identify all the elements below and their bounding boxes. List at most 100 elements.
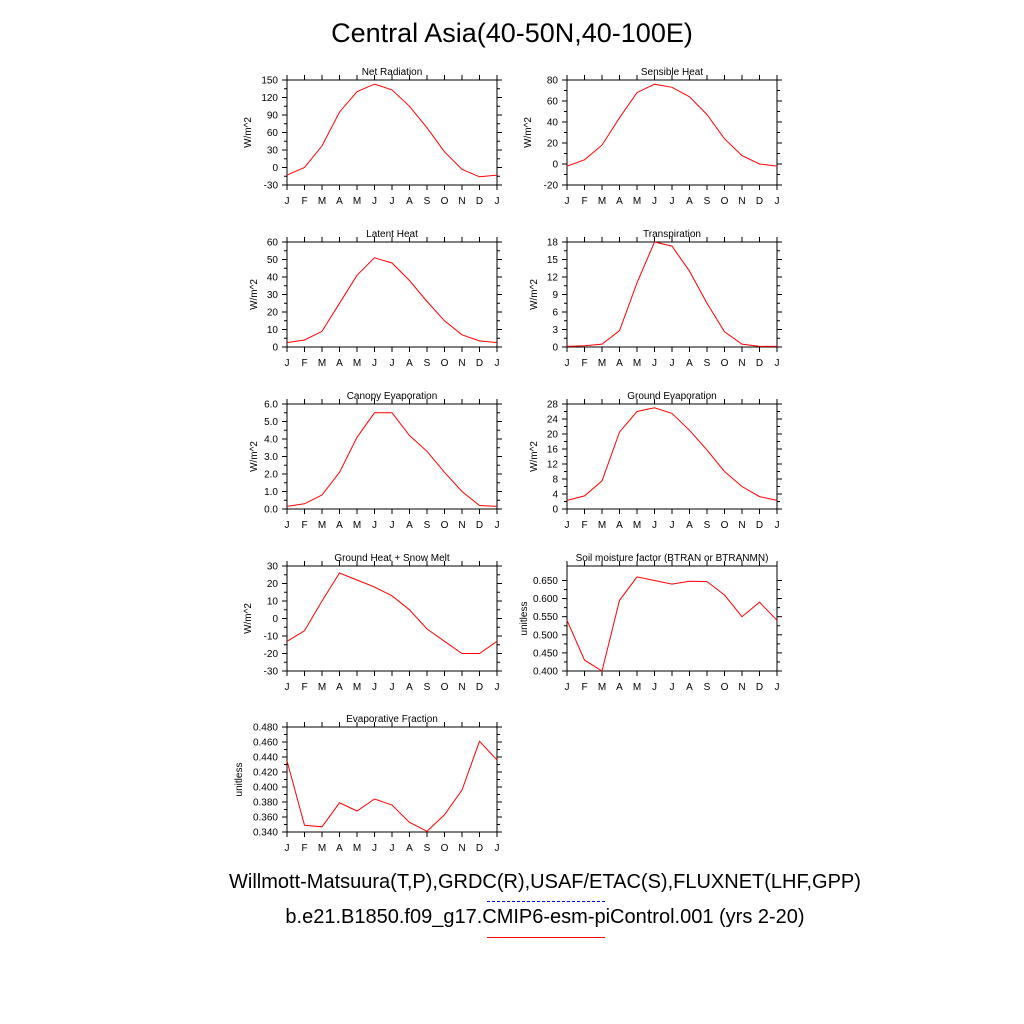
x-tick-label: J <box>285 520 290 531</box>
y-tick-label: 0.450 <box>533 648 558 659</box>
x-tick-label: M <box>353 196 361 207</box>
y-tick-label: -30 <box>264 667 279 678</box>
x-tick-label: J <box>565 682 570 693</box>
y-tick-label: 16 <box>547 445 559 456</box>
chart-panel: Soil moisture factor (BTRAN or BTRANMN) 0… <box>519 553 782 693</box>
y-tick-label: 40 <box>267 273 279 284</box>
y-tick-label: 30 <box>267 562 279 573</box>
x-tick-label: N <box>738 682 745 693</box>
x-tick-label: M <box>598 358 606 369</box>
chart-panel: Ground Heat + Snow Melt -30 -20 -10 0 10 20 30 J… <box>243 553 502 693</box>
x-tick-label: N <box>458 682 465 693</box>
series-line <box>566 83 778 167</box>
y-tick-label: 90 <box>267 111 279 122</box>
x-tick-label: J <box>775 520 780 531</box>
x-tick-label: M <box>318 843 326 854</box>
x-tick-label: J <box>652 520 657 531</box>
x-tick-label: J <box>495 358 500 369</box>
x-tick-label: J <box>652 358 657 369</box>
y-tick-label: 0.380 <box>253 798 278 809</box>
x-tick-label: O <box>441 843 449 854</box>
y-tick-label: 10 <box>267 325 279 336</box>
x-tick-label: J <box>390 682 395 693</box>
x-tick-label: J <box>670 358 675 369</box>
x-tick-label: S <box>704 682 711 693</box>
y-tick-label: 0.440 <box>253 753 278 764</box>
x-tick-label: F <box>301 682 307 693</box>
y-tick-label: 0.500 <box>533 630 558 641</box>
y-axis-label: W/m^2 <box>529 279 540 310</box>
y-tick-label: 6 <box>552 308 558 319</box>
x-tick-label: O <box>441 682 449 693</box>
y-tick-label: 0.650 <box>533 576 558 587</box>
x-tick-label: O <box>441 358 449 369</box>
model-dataset-label: b.e21.B1850.f09_g17.CMIP6-esm-piControl.… <box>285 906 805 928</box>
x-tick-label: A <box>686 682 693 693</box>
x-tick-label: M <box>353 358 361 369</box>
y-tick-label: 0.400 <box>533 667 558 678</box>
x-tick-label: J <box>372 682 377 693</box>
plot-frame <box>286 79 498 186</box>
y-tick-label: 30 <box>267 290 279 301</box>
x-tick-label: N <box>738 358 745 369</box>
x-tick-label: M <box>353 682 361 693</box>
panel-title: Evaporative Fraction <box>346 714 438 725</box>
y-tick-label: 0.550 <box>533 612 558 623</box>
x-tick-label: J <box>652 682 657 693</box>
panel-title: Sensible Heat <box>641 67 703 78</box>
y-tick-label: 60 <box>267 238 279 249</box>
x-tick-label: A <box>406 843 413 854</box>
x-tick-label: J <box>390 358 395 369</box>
y-tick-label: -20 <box>264 649 279 660</box>
series-line <box>566 576 778 672</box>
x-tick-label: M <box>318 682 326 693</box>
y-tick-label: 0.460 <box>253 738 278 749</box>
x-tick-label: A <box>336 682 343 693</box>
x-tick-label: J <box>565 196 570 207</box>
plot-frame <box>286 565 498 672</box>
x-tick-label: M <box>598 196 606 207</box>
x-tick-label: J <box>565 358 570 369</box>
panel-title: Latent Heat <box>366 229 418 240</box>
y-axis-label: unitless <box>234 763 245 797</box>
y-tick-label: 0.400 <box>253 783 278 794</box>
y-tick-label: 24 <box>547 415 559 426</box>
y-tick-label: 30 <box>267 146 279 157</box>
series-line <box>286 83 498 178</box>
x-tick-label: A <box>406 196 413 207</box>
x-tick-label: M <box>353 843 361 854</box>
y-tick-label: 10 <box>267 597 279 608</box>
x-tick-label: S <box>424 358 431 369</box>
y-tick-label: 0 <box>272 614 278 625</box>
x-tick-label: J <box>285 843 290 854</box>
panel-title: Transpiration <box>643 229 701 240</box>
series-line <box>286 740 498 832</box>
x-tick-label: J <box>372 520 377 531</box>
x-tick-label: J <box>390 520 395 531</box>
x-tick-label: S <box>704 196 711 207</box>
y-tick-label: 0 <box>272 343 278 354</box>
y-tick-label: 4.0 <box>264 435 278 446</box>
x-tick-label: D <box>756 682 763 693</box>
y-tick-label: 0 <box>552 505 558 516</box>
x-tick-label: M <box>318 196 326 207</box>
x-tick-label: D <box>476 682 483 693</box>
x-tick-label: F <box>581 520 587 531</box>
plot-frame <box>566 403 778 510</box>
y-tick-label: 20 <box>267 308 279 319</box>
y-tick-label: 60 <box>267 128 279 139</box>
panel-title: Net Radiation <box>362 67 423 78</box>
x-tick-label: N <box>458 358 465 369</box>
x-tick-label: A <box>406 520 413 531</box>
y-tick-label: 3 <box>552 325 558 336</box>
x-tick-label: M <box>353 520 361 531</box>
plot-frame <box>566 565 778 672</box>
x-tick-label: A <box>686 520 693 531</box>
series-line <box>566 241 777 347</box>
x-tick-label: J <box>495 682 500 693</box>
